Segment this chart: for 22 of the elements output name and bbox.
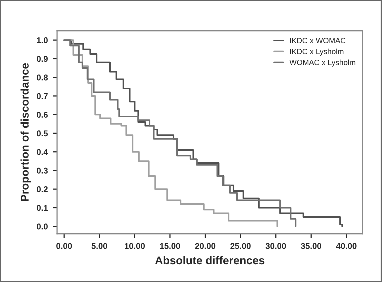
x-tick-label: 5.00 (92, 243, 108, 250)
y-axis-title: Proportion of discordance (20, 63, 32, 202)
y-tick-label: 0.2 (37, 186, 48, 192)
y-tick-label: 0.3 (37, 168, 48, 174)
x-tick-label: 25.00 (230, 243, 251, 250)
y-tick-label: 0.5 (37, 130, 48, 137)
y-tick-label: 0.9 (37, 56, 48, 62)
x-tick-label: 40.00 (336, 243, 357, 250)
x-tick-label: 0.00 (56, 243, 72, 250)
y-tick-label: 0.7 (37, 93, 48, 100)
y-tick-label: 1.0 (37, 38, 48, 44)
x-axis-title: Absolute differences (155, 256, 265, 265)
x-tick-label: 35.00 (301, 243, 322, 250)
y-tick-label: 0.8 (37, 74, 48, 81)
y-tick-label: 0.6 (37, 112, 48, 118)
x-tick-label: 30.00 (266, 243, 286, 250)
y-tick-label: 0.1 (37, 205, 48, 212)
x-tick-label: 20.00 (195, 243, 216, 250)
y-tick-label: 0.0 (37, 224, 48, 230)
x-tick-label: 10.00 (125, 243, 146, 250)
x-tick-label: 15.00 (160, 243, 180, 250)
y-tick-label: 0.4 (37, 149, 48, 156)
